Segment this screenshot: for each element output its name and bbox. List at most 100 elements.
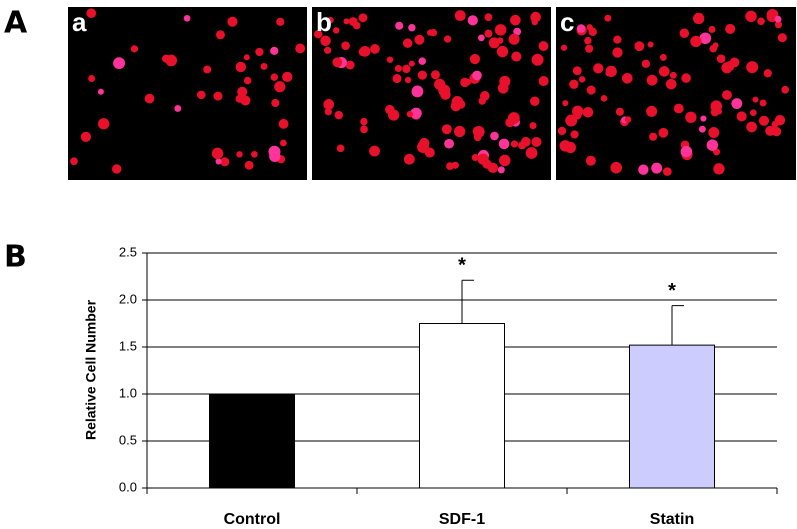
x-tick-label: Statin [650,511,694,528]
cell [174,105,182,112]
cell [388,109,400,121]
cell [417,70,427,80]
y-tick-label: 1.5 [119,338,137,353]
cell [600,95,608,102]
y-tick-label: 0.5 [119,432,137,447]
cell [369,145,380,157]
cell [641,59,651,68]
cell [453,125,466,138]
cell [345,60,355,70]
cell [211,147,224,160]
cell [621,72,633,84]
panel-label: A [4,6,28,41]
cell [336,144,345,153]
cell [530,96,540,106]
cell [479,91,490,101]
cell [130,45,139,53]
cell [693,12,705,25]
y-tick-label: 0.0 [119,479,137,494]
cell [332,57,343,68]
image-label: a [72,7,87,37]
cell [560,44,568,51]
cell [444,138,454,149]
cell [471,154,479,162]
cell [569,79,579,90]
cell [564,141,577,154]
cell [572,66,582,76]
cell [612,47,623,58]
cell [472,126,483,136]
cell [679,28,690,39]
cell [669,71,677,79]
cell [700,115,707,122]
cell [510,140,519,148]
cell [638,164,649,175]
cell [240,95,251,106]
cell [557,126,567,136]
y-axis-label: Relative Cell Number [83,299,99,440]
cell [324,46,332,54]
cell [658,66,670,77]
cell [662,167,672,176]
cell [659,53,667,61]
cell [562,100,569,107]
cell [588,27,597,37]
cell [752,96,759,103]
cell [244,160,254,170]
cell [98,118,110,130]
cell [408,60,415,67]
cell [215,158,222,165]
cell [467,15,478,26]
y-tick-label: 1.0 [119,385,137,400]
cell [745,10,757,23]
cell [80,131,91,142]
cell [320,35,331,47]
cell [777,33,787,43]
cell [392,74,402,84]
cell [781,85,790,94]
cell [402,38,413,48]
cell [386,56,394,63]
cell [646,105,658,117]
cell [646,74,658,86]
cell [665,78,677,90]
cell [510,14,521,26]
cell [604,14,612,22]
cell [454,10,466,22]
cell [570,130,579,139]
cell [411,85,424,98]
cell [585,44,594,53]
cell [408,24,416,32]
cell [531,136,542,147]
cell [332,27,340,34]
cell [538,41,549,52]
cell [334,110,343,120]
cell [278,118,289,129]
bar [209,393,295,489]
cell [749,109,757,117]
cell [757,17,765,26]
cell [698,125,706,133]
error-bar [671,305,684,346]
cell [708,126,720,138]
cell [270,73,278,81]
cell [746,61,759,74]
cell [488,37,500,49]
cell [713,163,725,175]
cell [484,29,493,38]
cell [472,70,482,81]
cell [348,17,358,26]
cell [584,36,592,45]
cell [394,64,403,73]
cell [324,108,332,116]
cell [417,141,429,153]
cell [690,35,702,48]
bar [419,323,505,489]
cell [268,145,281,158]
cell [70,157,78,166]
cell [270,46,279,55]
cell [593,63,604,74]
y-tick-label: 2.0 [119,291,137,306]
cell [710,107,720,117]
cell [529,122,537,130]
